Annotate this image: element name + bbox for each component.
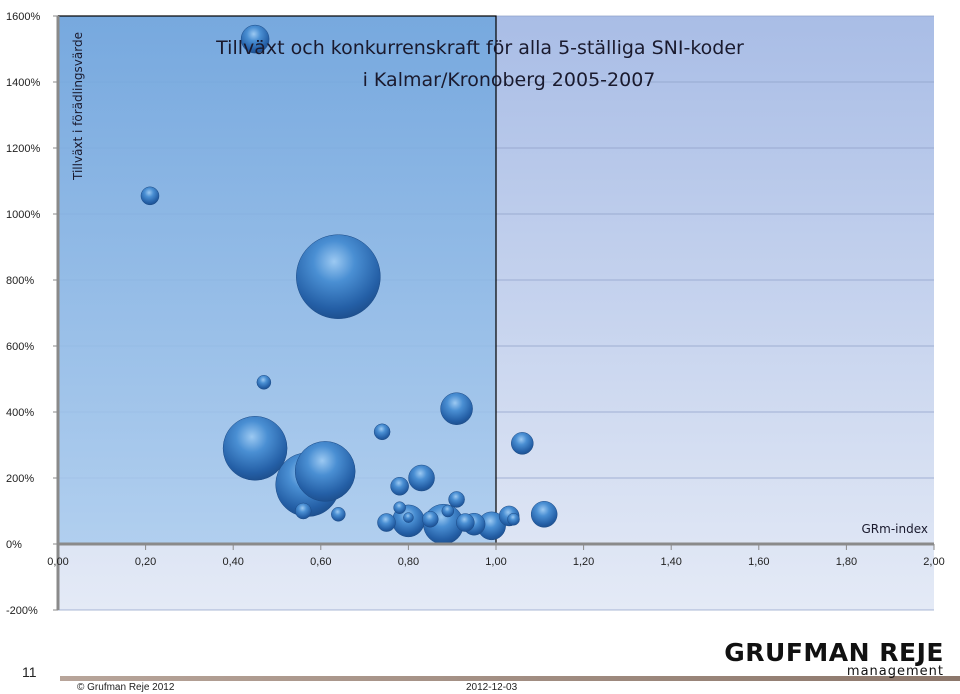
bubble-point: [140, 186, 160, 206]
bubble-point: [331, 507, 346, 522]
bubble-point: [403, 512, 414, 523]
footer-bar: [60, 676, 960, 681]
bubble-chart: 1600% 1400% 1200% 1000% 800% 600% 400% 200% 0% -2…: [6, 11, 945, 617]
x-tick-label: 2,00: [923, 556, 944, 568]
y-tick-label: 1400%: [6, 77, 40, 89]
bubble-point: [256, 375, 272, 390]
y-tick-label: 0%: [6, 539, 22, 551]
bubble-point: [441, 504, 455, 518]
x-tick-label: 0,40: [222, 556, 243, 568]
ticks-layer: 1600% 1400% 1200% 1000% 800% 600% 400% 200% 0% -2…: [6, 11, 945, 617]
bubble-point: [456, 513, 475, 532]
y-tick-label: -200%: [6, 605, 38, 617]
bubble-point: [240, 24, 270, 54]
date-text: 2012-12-03: [466, 682, 518, 693]
chart-title-line1: Tillväxt och konkurrenskraft för alla 5-…: [215, 37, 744, 59]
y-tick-label: 600%: [6, 341, 34, 353]
bubble-point: [294, 441, 356, 502]
y-tick-label: 400%: [6, 407, 34, 419]
page-number: 11: [22, 664, 37, 680]
x-tick-label: 1,60: [748, 556, 769, 568]
y-tick-label: 800%: [6, 275, 34, 287]
bubble-point: [377, 513, 396, 532]
x-tick-label: 0,80: [398, 556, 419, 568]
bubble-point: [511, 432, 534, 455]
x-tick-label: 0,20: [135, 556, 156, 568]
bubble-point: [448, 491, 465, 508]
bubble-point: [408, 464, 435, 492]
bubble-point: [530, 501, 558, 528]
y-tick-label: 1600%: [6, 11, 40, 23]
copyright-text: © Grufman Reje 2012: [77, 682, 175, 693]
x-tick-label: 1,20: [573, 556, 594, 568]
x-tick-label: 1,40: [660, 556, 681, 568]
bubble-point: [222, 416, 288, 481]
bubble-point: [296, 234, 381, 319]
x-axis-label: GRm-index: [862, 522, 929, 536]
bubble-point: [440, 392, 473, 425]
y-axis-label: Tillväxt i förädlingsvärde: [71, 32, 85, 181]
bubble-point: [373, 423, 391, 441]
logo-main-text: GRUFMAN REJE: [724, 638, 944, 667]
company-logo: GRUFMAN REJE management: [718, 638, 944, 679]
bubble-point: [295, 502, 312, 520]
x-tick-label: 0,60: [310, 556, 331, 568]
logo-sub-text: management: [846, 664, 944, 679]
bubble-point: [390, 477, 409, 496]
bubble-point: [422, 511, 439, 528]
x-tick-label: 1,00: [485, 556, 506, 568]
y-tick-label: 1200%: [6, 143, 40, 155]
x-tick-label: 1,80: [836, 556, 857, 568]
y-tick-label: 200%: [6, 473, 34, 485]
x-tick-label: 0,00: [47, 556, 68, 568]
bubble-point: [393, 501, 406, 514]
y-tick-label: 1000%: [6, 209, 40, 221]
bubble-point: [507, 513, 520, 526]
bubbles-layer: [140, 24, 558, 545]
chart-title-line2: i Kalmar/Kronoberg 2005-2007: [363, 69, 656, 91]
